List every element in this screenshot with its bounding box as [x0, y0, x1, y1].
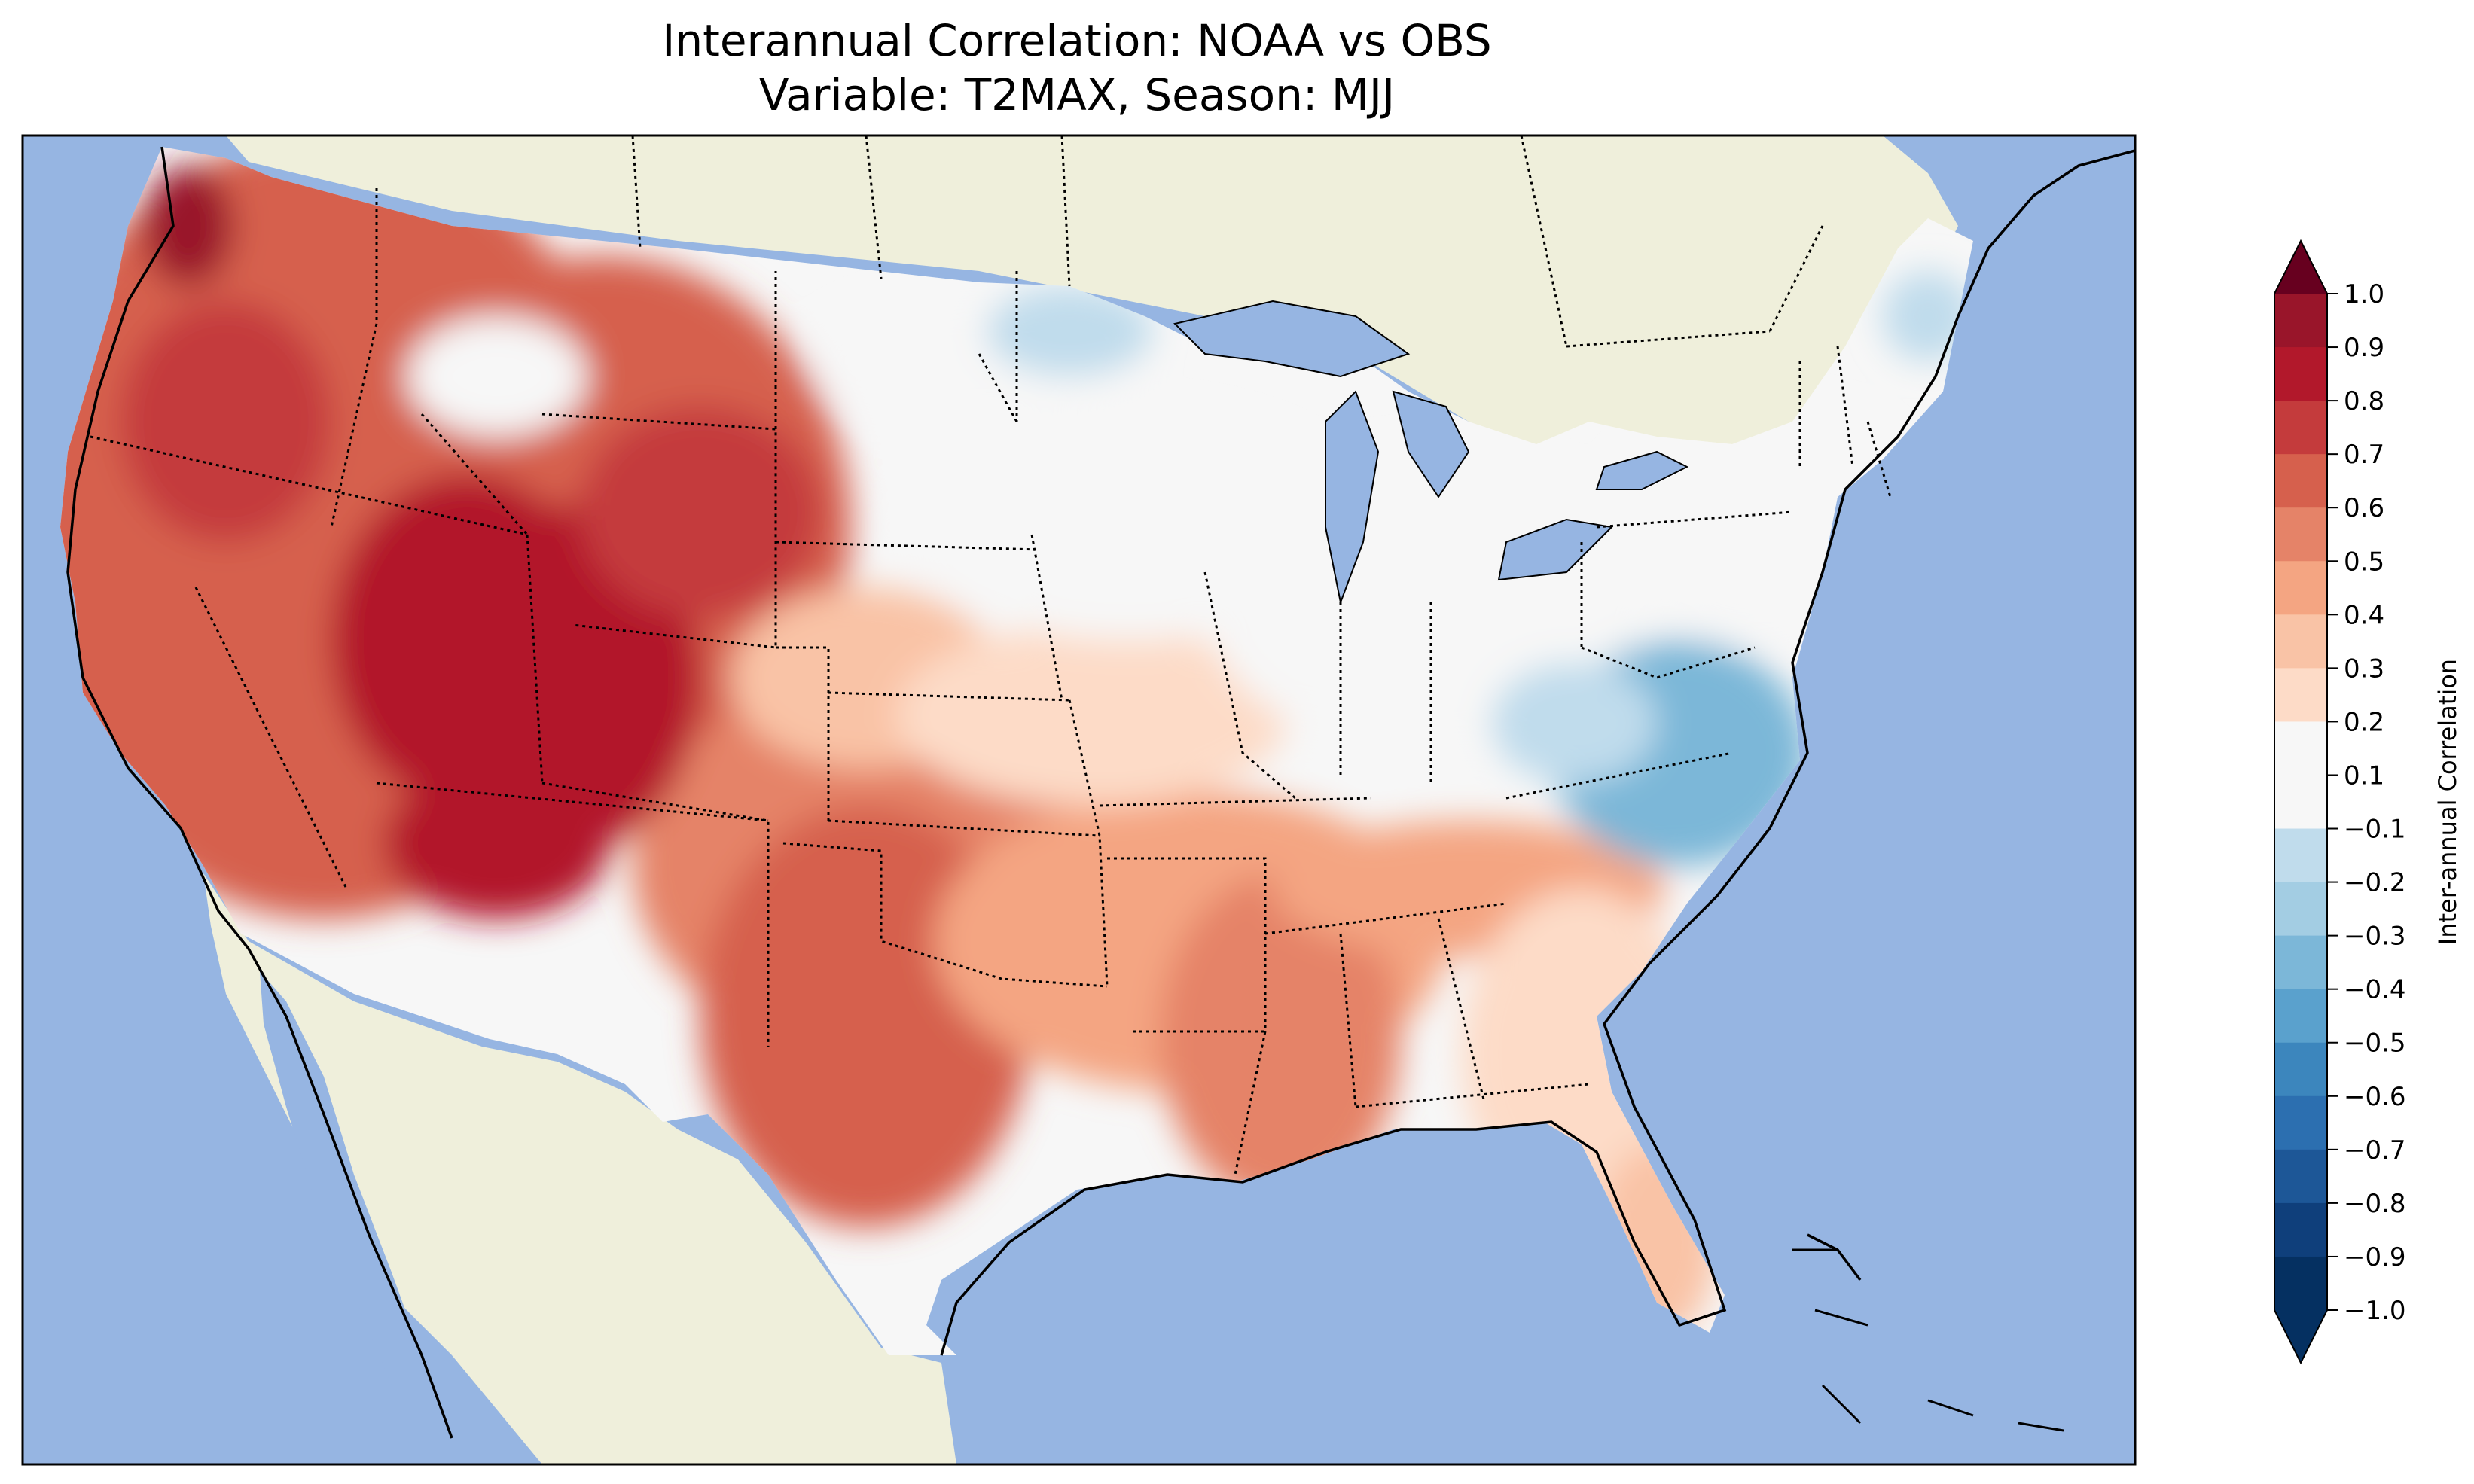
colorbar-tick-label: 0.1 — [2344, 760, 2384, 791]
colorbar-tick-label: −0.2 — [2344, 868, 2406, 898]
title-line-2: Variable: T2MAX, Season: MJJ — [758, 69, 1396, 120]
colorbar-tick-label: −0.1 — [2344, 815, 2406, 845]
mexico-land — [203, 873, 956, 1464]
colorbar-segment — [2274, 721, 2327, 776]
colorbar-tick-label: −0.7 — [2344, 1135, 2406, 1166]
title-block: Interannual Correlation: NOAA vs OBS Var… — [23, 14, 2131, 122]
great-lakes — [1173, 300, 1689, 605]
colorbar-tick-label: 0.9 — [2344, 333, 2384, 363]
colorbar-segment — [2274, 401, 2327, 455]
colorbar-label: Inter-annual Correlation — [2433, 658, 2463, 946]
colorbar-segment — [2274, 561, 2327, 615]
title-line-1: Interannual Correlation: NOAA vs OBS — [662, 15, 1492, 66]
colorbar-segment — [2274, 935, 2327, 990]
colorbar-tick-label: 0.4 — [2344, 600, 2384, 630]
colorbar-segment — [2274, 614, 2327, 669]
colorbar-tick-label: 1.0 — [2344, 279, 2384, 309]
baja-peninsula — [260, 971, 452, 1453]
colorbar-segment — [2274, 989, 2327, 1044]
canada-land — [226, 136, 1958, 482]
colorbar-segment — [2274, 775, 2327, 830]
colorbar-tick-label: −1.0 — [2344, 1296, 2406, 1326]
colorbar-segment — [2274, 347, 2327, 401]
colorbar-segment — [2274, 1042, 2327, 1097]
colorbar-tick-label: −0.4 — [2344, 975, 2406, 1005]
colorbar-tick-label: 0.8 — [2344, 386, 2384, 416]
colorbar-segment — [2274, 454, 2327, 508]
colorbar-tick-label: −0.6 — [2344, 1082, 2406, 1112]
colorbar-tick-label: −0.5 — [2344, 1028, 2406, 1059]
colorbar-tick-label: 0.3 — [2344, 654, 2384, 684]
colorbar-tick-label: 0.6 — [2344, 493, 2384, 523]
colorbar-tick-label: −0.3 — [2344, 922, 2406, 952]
colorbar: 1.0 0.9 0.8 0.7 0.6 0.5 0.4 0.3 0.2 0.1 −0.1 −0.2 −0… — [2274, 239, 2406, 1365]
coastlines — [66, 146, 2135, 1439]
colorbar-tick-label: −0.9 — [2344, 1242, 2406, 1272]
colorbar-extend-top — [2274, 241, 2327, 294]
map-frame — [21, 134, 2137, 1466]
colorbar-segment — [2274, 507, 2327, 562]
colorbar-segment — [2274, 882, 2327, 937]
colorbar-segment — [2274, 1149, 2327, 1204]
colorbar-segment — [2274, 828, 2327, 883]
colorbar-segment — [2274, 1256, 2327, 1311]
caribbean-islands — [1792, 1248, 2064, 1432]
colorbar-segment — [2274, 294, 2327, 348]
colorbar-segment — [2274, 1202, 2327, 1257]
colorbar-tick-label: −0.8 — [2344, 1189, 2406, 1219]
state-borders — [90, 136, 1892, 1175]
colorbar-extend-bottom — [2274, 1310, 2327, 1363]
colorbar-tick-label: 0.7 — [2344, 440, 2384, 470]
colorbar-tick-label: 0.5 — [2344, 547, 2384, 577]
colorbar-segment — [2274, 668, 2327, 722]
colorbar-tick-label: 0.2 — [2344, 707, 2384, 737]
colorbar-segment — [2274, 1095, 2327, 1150]
map-area — [23, 136, 2135, 1464]
